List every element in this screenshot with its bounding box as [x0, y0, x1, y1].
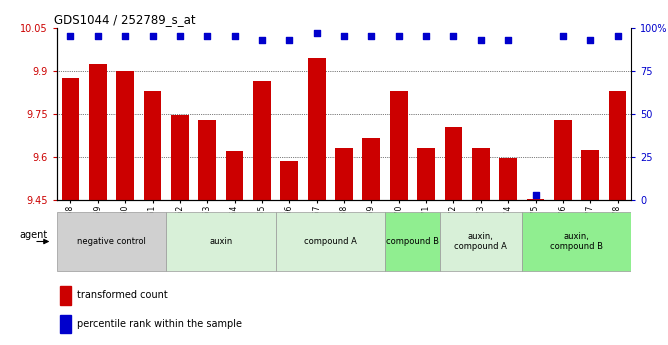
Bar: [60, 286, 71, 305]
Point: [229, 33, 240, 39]
Point: [147, 33, 158, 39]
Bar: [363, 138, 380, 200]
Text: compound A: compound A: [304, 237, 357, 246]
Point: [339, 33, 349, 39]
Text: negative control: negative control: [77, 237, 146, 246]
Point: [257, 37, 267, 42]
Bar: [116, 71, 134, 200]
Point: [174, 33, 185, 39]
Bar: [445, 127, 462, 200]
Point: [476, 37, 486, 42]
Bar: [609, 91, 627, 200]
Bar: [276, 212, 385, 271]
Bar: [166, 212, 276, 271]
Bar: [526, 199, 544, 200]
Text: auxin,
compound A: auxin, compound A: [454, 232, 507, 251]
Bar: [390, 91, 407, 200]
Point: [120, 33, 130, 39]
Bar: [440, 212, 522, 271]
Text: percentile rank within the sample: percentile rank within the sample: [77, 319, 242, 329]
Point: [558, 33, 568, 39]
Text: transformed count: transformed count: [77, 290, 168, 300]
Point: [585, 37, 596, 42]
Point: [311, 30, 322, 36]
Bar: [385, 212, 440, 271]
Bar: [581, 150, 599, 200]
Bar: [198, 120, 216, 200]
Bar: [499, 158, 517, 200]
Point: [421, 33, 432, 39]
Point: [530, 192, 541, 198]
Text: compound B: compound B: [386, 237, 439, 246]
Point: [613, 33, 623, 39]
Bar: [554, 120, 572, 200]
Bar: [61, 78, 79, 200]
Point: [393, 33, 404, 39]
Bar: [226, 151, 243, 200]
Bar: [418, 148, 435, 200]
Bar: [253, 81, 271, 200]
Text: auxin,
compound B: auxin, compound B: [550, 232, 603, 251]
Bar: [472, 148, 490, 200]
Point: [284, 37, 295, 42]
Point: [448, 33, 459, 39]
Bar: [171, 115, 189, 200]
Text: agent: agent: [20, 230, 48, 240]
Point: [503, 37, 514, 42]
Text: GDS1044 / 252789_s_at: GDS1044 / 252789_s_at: [54, 13, 196, 27]
Bar: [335, 148, 353, 200]
Bar: [144, 91, 162, 200]
Point: [92, 33, 103, 39]
Bar: [308, 58, 325, 200]
Point: [202, 33, 212, 39]
Bar: [57, 212, 166, 271]
Point: [65, 33, 75, 39]
Text: auxin: auxin: [209, 237, 232, 246]
Point: [366, 33, 377, 39]
Bar: [522, 212, 631, 271]
Bar: [89, 63, 107, 200]
Bar: [281, 161, 298, 200]
Bar: [60, 315, 71, 333]
